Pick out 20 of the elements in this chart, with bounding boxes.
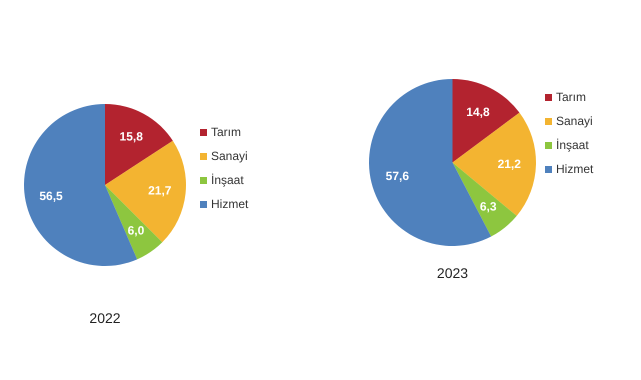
legend-label: Sanayi [211,149,248,163]
legend-label: Hizmet [211,197,248,211]
text: 2022 [88,310,122,326]
legend-label: Sanayi [556,114,593,128]
data-label: 6,0 [128,224,145,238]
legend-label: Hizmet [556,162,594,176]
pie-slice [105,104,173,185]
text: 2023 [436,265,470,281]
data-label: 14,8 [466,104,490,119]
legend-label: İnşaat [556,138,589,152]
legend-label: Tarım [211,125,241,139]
data-label: 15,8 [120,130,144,144]
data-label: 6,3 [480,200,497,214]
data-label: 21,7 [148,184,172,198]
data-label: 57,6 [386,169,410,184]
pie-slice [105,140,186,242]
legend-label: Tarım [556,90,586,104]
data-label: 21,2 [498,157,522,172]
data-label: 56,5 [39,189,64,204]
legend-label: İnşaat [211,173,244,187]
